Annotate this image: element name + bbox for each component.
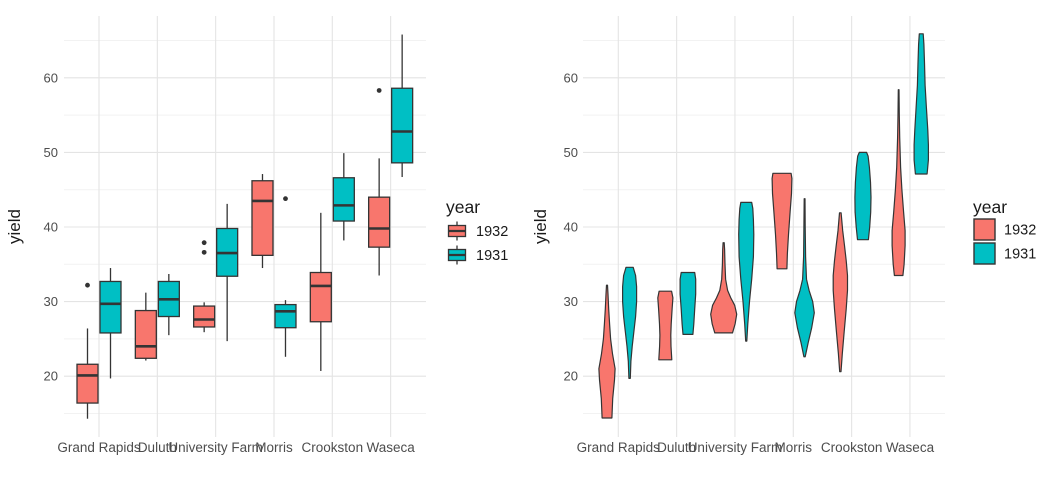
violin-1932-duluth [657,290,674,361]
outlier-point [376,88,382,93]
iqr-box [193,305,216,328]
x-category-label: Crookston [821,440,883,455]
y-tick-label: 30 [44,294,58,309]
violin-1931-grand-rapids [622,266,638,379]
x-category-label: Waseca [886,440,935,455]
gridlines [64,16,426,437]
boxplot-geoms [76,34,414,419]
violin-svg: 20 30 40 50 60 yield Grand RapidsDuluthUnivers… [531,16,1036,455]
legend-key-1931 [447,245,467,265]
y-tick-label: 20 [44,369,58,384]
box-1932-crookston [309,212,332,371]
y-tick-label: 40 [564,220,578,235]
legend-title: year [446,197,480,217]
iqr-box [367,196,391,248]
legend-entry-label: 1932 [476,224,508,240]
violin-1931-duluth [679,271,697,335]
x-category-label: Crookston [302,440,364,455]
violin-1931-waseca [913,33,929,175]
violin-1932-grand-rapids [598,284,616,419]
legend-key-1931 [973,242,996,265]
x-category-label: Morris [775,440,813,455]
violin-1931-university-farm [738,201,755,342]
iqr-box [309,271,332,323]
violin-1931-crookston [854,151,872,241]
x-category-label: Duluth [138,440,177,455]
legend-title: year [973,197,1007,217]
outlier-point [201,240,207,246]
violin-1932-crookston [832,212,849,373]
legend-key-square [973,242,996,265]
box-1931-waseca [390,34,414,178]
x-category-label: Duluth [657,440,696,455]
iqr-box [99,280,122,334]
y-axis-title: yield [5,209,24,244]
x-category-label: Grand Rapids [57,440,141,455]
box-1931-morris [274,196,297,357]
violin-1932-morris [771,172,793,270]
legend-entry-label: 1931 [1004,247,1036,263]
box-1932-waseca [367,88,391,276]
violin-chart: 20 30 40 50 60 yield Grand Rapids Duluth Univers… [528,0,1056,480]
x-category-label: Morris [255,440,293,455]
y-axis-title: yield [531,209,550,244]
box-1931-duluth [157,273,180,336]
legend: year 1932 1931 [973,197,1036,265]
box-1931-crookston [332,153,355,241]
y-axis: 20 30 40 50 60 [44,70,58,383]
y-tick-label: 60 [564,70,578,85]
box-1931-grand-rapids [99,268,122,379]
iqr-box [134,309,157,359]
box-1932-duluth [134,292,157,361]
box-1932-university-farm [193,240,216,333]
outlier-point [85,282,90,288]
y-tick-label: 50 [564,145,578,160]
boxplot-chart: 20 30 40 50 60 yield Grand Rapids Duluth Univers… [5,16,508,455]
x-category-label: University Farm [168,440,263,455]
y-tick-label: 60 [44,70,58,85]
x-category-label: University Farm [688,440,783,455]
y-tick-label: 40 [44,220,58,235]
violin-1932-waseca [891,89,906,277]
legend-entry-label: 1931 [476,248,508,264]
legend: year 1932 1931 [446,197,508,265]
gridlines [583,16,945,437]
violin-1932-university-farm [710,242,738,334]
y-tick-label: 20 [564,369,578,384]
legend-key-1932 [973,218,996,241]
outlier-point [201,249,207,255]
x-category-label: Grand Rapids [577,440,661,455]
legend-key-1932 [447,221,467,241]
y-tick-label: 50 [44,145,58,160]
box-1932-grand-rapids [76,282,99,419]
violin-1931-morris [794,198,815,358]
legend-entry-label: 1932 [1004,223,1036,239]
iqr-box [332,177,355,222]
outlier-point [283,196,288,202]
boxplot-svg: 20 30 40 50 60 yield Grand RapidsDuluthUnivers… [5,16,508,455]
box-1932-morris [251,174,274,269]
x-category-label: Waseca [367,440,416,455]
iqr-box [251,180,274,256]
legend-key-square [973,218,996,241]
y-axis: 20 30 40 50 60 [564,70,578,383]
iqr-box [390,87,414,164]
violin-geoms [598,33,929,419]
box-1931-university-farm [216,203,239,342]
iqr-box [76,363,99,404]
y-tick-label: 30 [564,294,578,309]
iqr-box [274,303,297,329]
